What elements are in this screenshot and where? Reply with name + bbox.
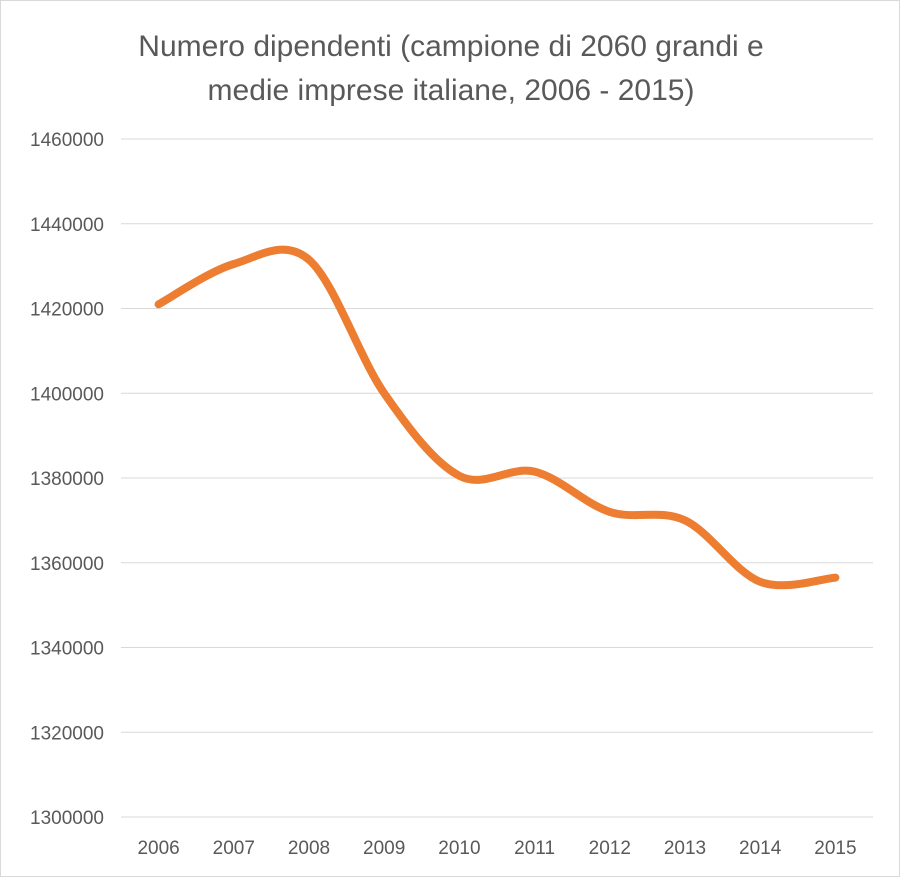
chart-title: Numero dipendenti (campione di 2060 gran… [41,25,861,113]
x-tick-label: 2014 [739,838,782,859]
y-tick-label: 1400000 [30,384,104,405]
y-tick-label: 1420000 [30,300,104,321]
x-tick-label: 2006 [137,838,179,859]
series-group [154,245,840,590]
y-tick-label: 1460000 [30,130,104,151]
x-tick-label: 2012 [589,838,631,859]
x-tick-label: 2008 [288,838,330,859]
x-tick-label: 2009 [363,838,405,859]
series-line [154,245,840,590]
x-tick-label: 2013 [664,838,706,859]
x-tick-label: 2007 [213,838,255,859]
y-tick-label: 1380000 [30,469,104,490]
chart-title-line-2: medie imprese italiane, 2006 - 2015) [207,74,695,107]
y-tick-label: 1360000 [30,554,104,575]
gridlines [121,138,873,818]
x-axis-ticks: 2006 2007 2008 2009 2010 2011 2012 2013 2014 2015 [137,838,856,859]
y-tick-label: 1440000 [30,215,104,236]
y-tick-label: 1320000 [30,723,104,744]
x-tick-label: 2010 [438,838,480,859]
y-axis-ticks: 1300000 1320000 1340000 1360000 1380000 14000… [30,130,104,829]
x-tick-label: 2011 [514,838,555,859]
y-tick-label: 1300000 [30,808,104,829]
chart-title-line-1: Numero dipendenti (campione di 2060 gran… [138,30,764,63]
x-tick-label: 2015 [814,838,856,859]
y-tick-label: 1340000 [30,639,104,660]
